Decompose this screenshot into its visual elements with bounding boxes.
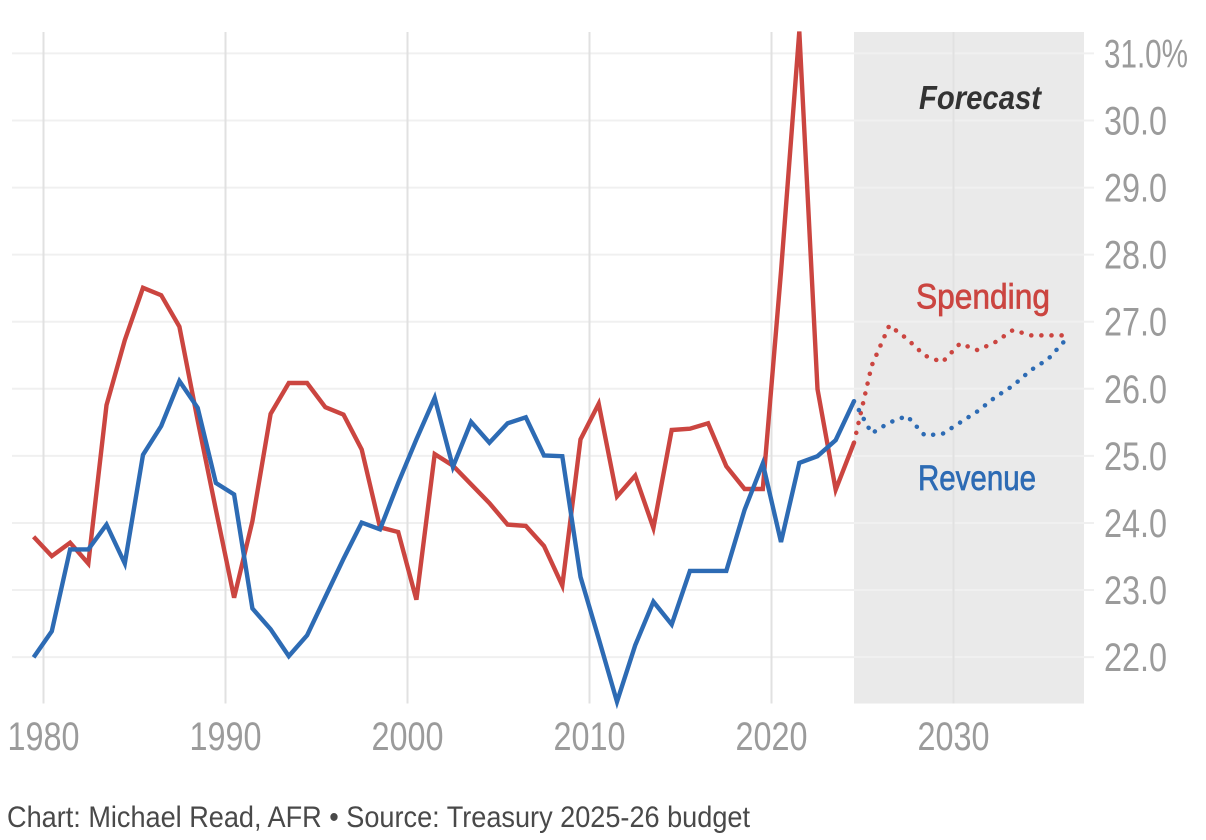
svg-text:1990: 1990 [190,715,262,759]
svg-text:2030: 2030 [918,715,990,759]
svg-text:Chart: Michael Read, AFR • Sou: Chart: Michael Read, AFR • Source: Treas… [7,801,751,834]
svg-text:25.0: 25.0 [1104,435,1167,479]
svg-text:29.0: 29.0 [1104,167,1167,211]
svg-text:1980: 1980 [8,715,80,759]
svg-text:31.0%: 31.0% [1104,32,1188,76]
svg-text:Revenue: Revenue [918,459,1036,498]
svg-text:2020: 2020 [736,715,808,759]
svg-text:2010: 2010 [554,715,626,759]
svg-text:23.0: 23.0 [1104,569,1167,613]
svg-text:Spending: Spending [916,278,1050,317]
svg-text:27.0: 27.0 [1104,301,1167,345]
svg-text:24.0: 24.0 [1104,502,1167,546]
svg-text:28.0: 28.0 [1104,234,1167,278]
svg-text:22.0: 22.0 [1104,636,1167,680]
svg-text:Forecast: Forecast [919,79,1043,116]
svg-text:2000: 2000 [372,715,444,759]
svg-text:26.0: 26.0 [1104,368,1167,412]
svg-text:30.0: 30.0 [1104,100,1167,144]
